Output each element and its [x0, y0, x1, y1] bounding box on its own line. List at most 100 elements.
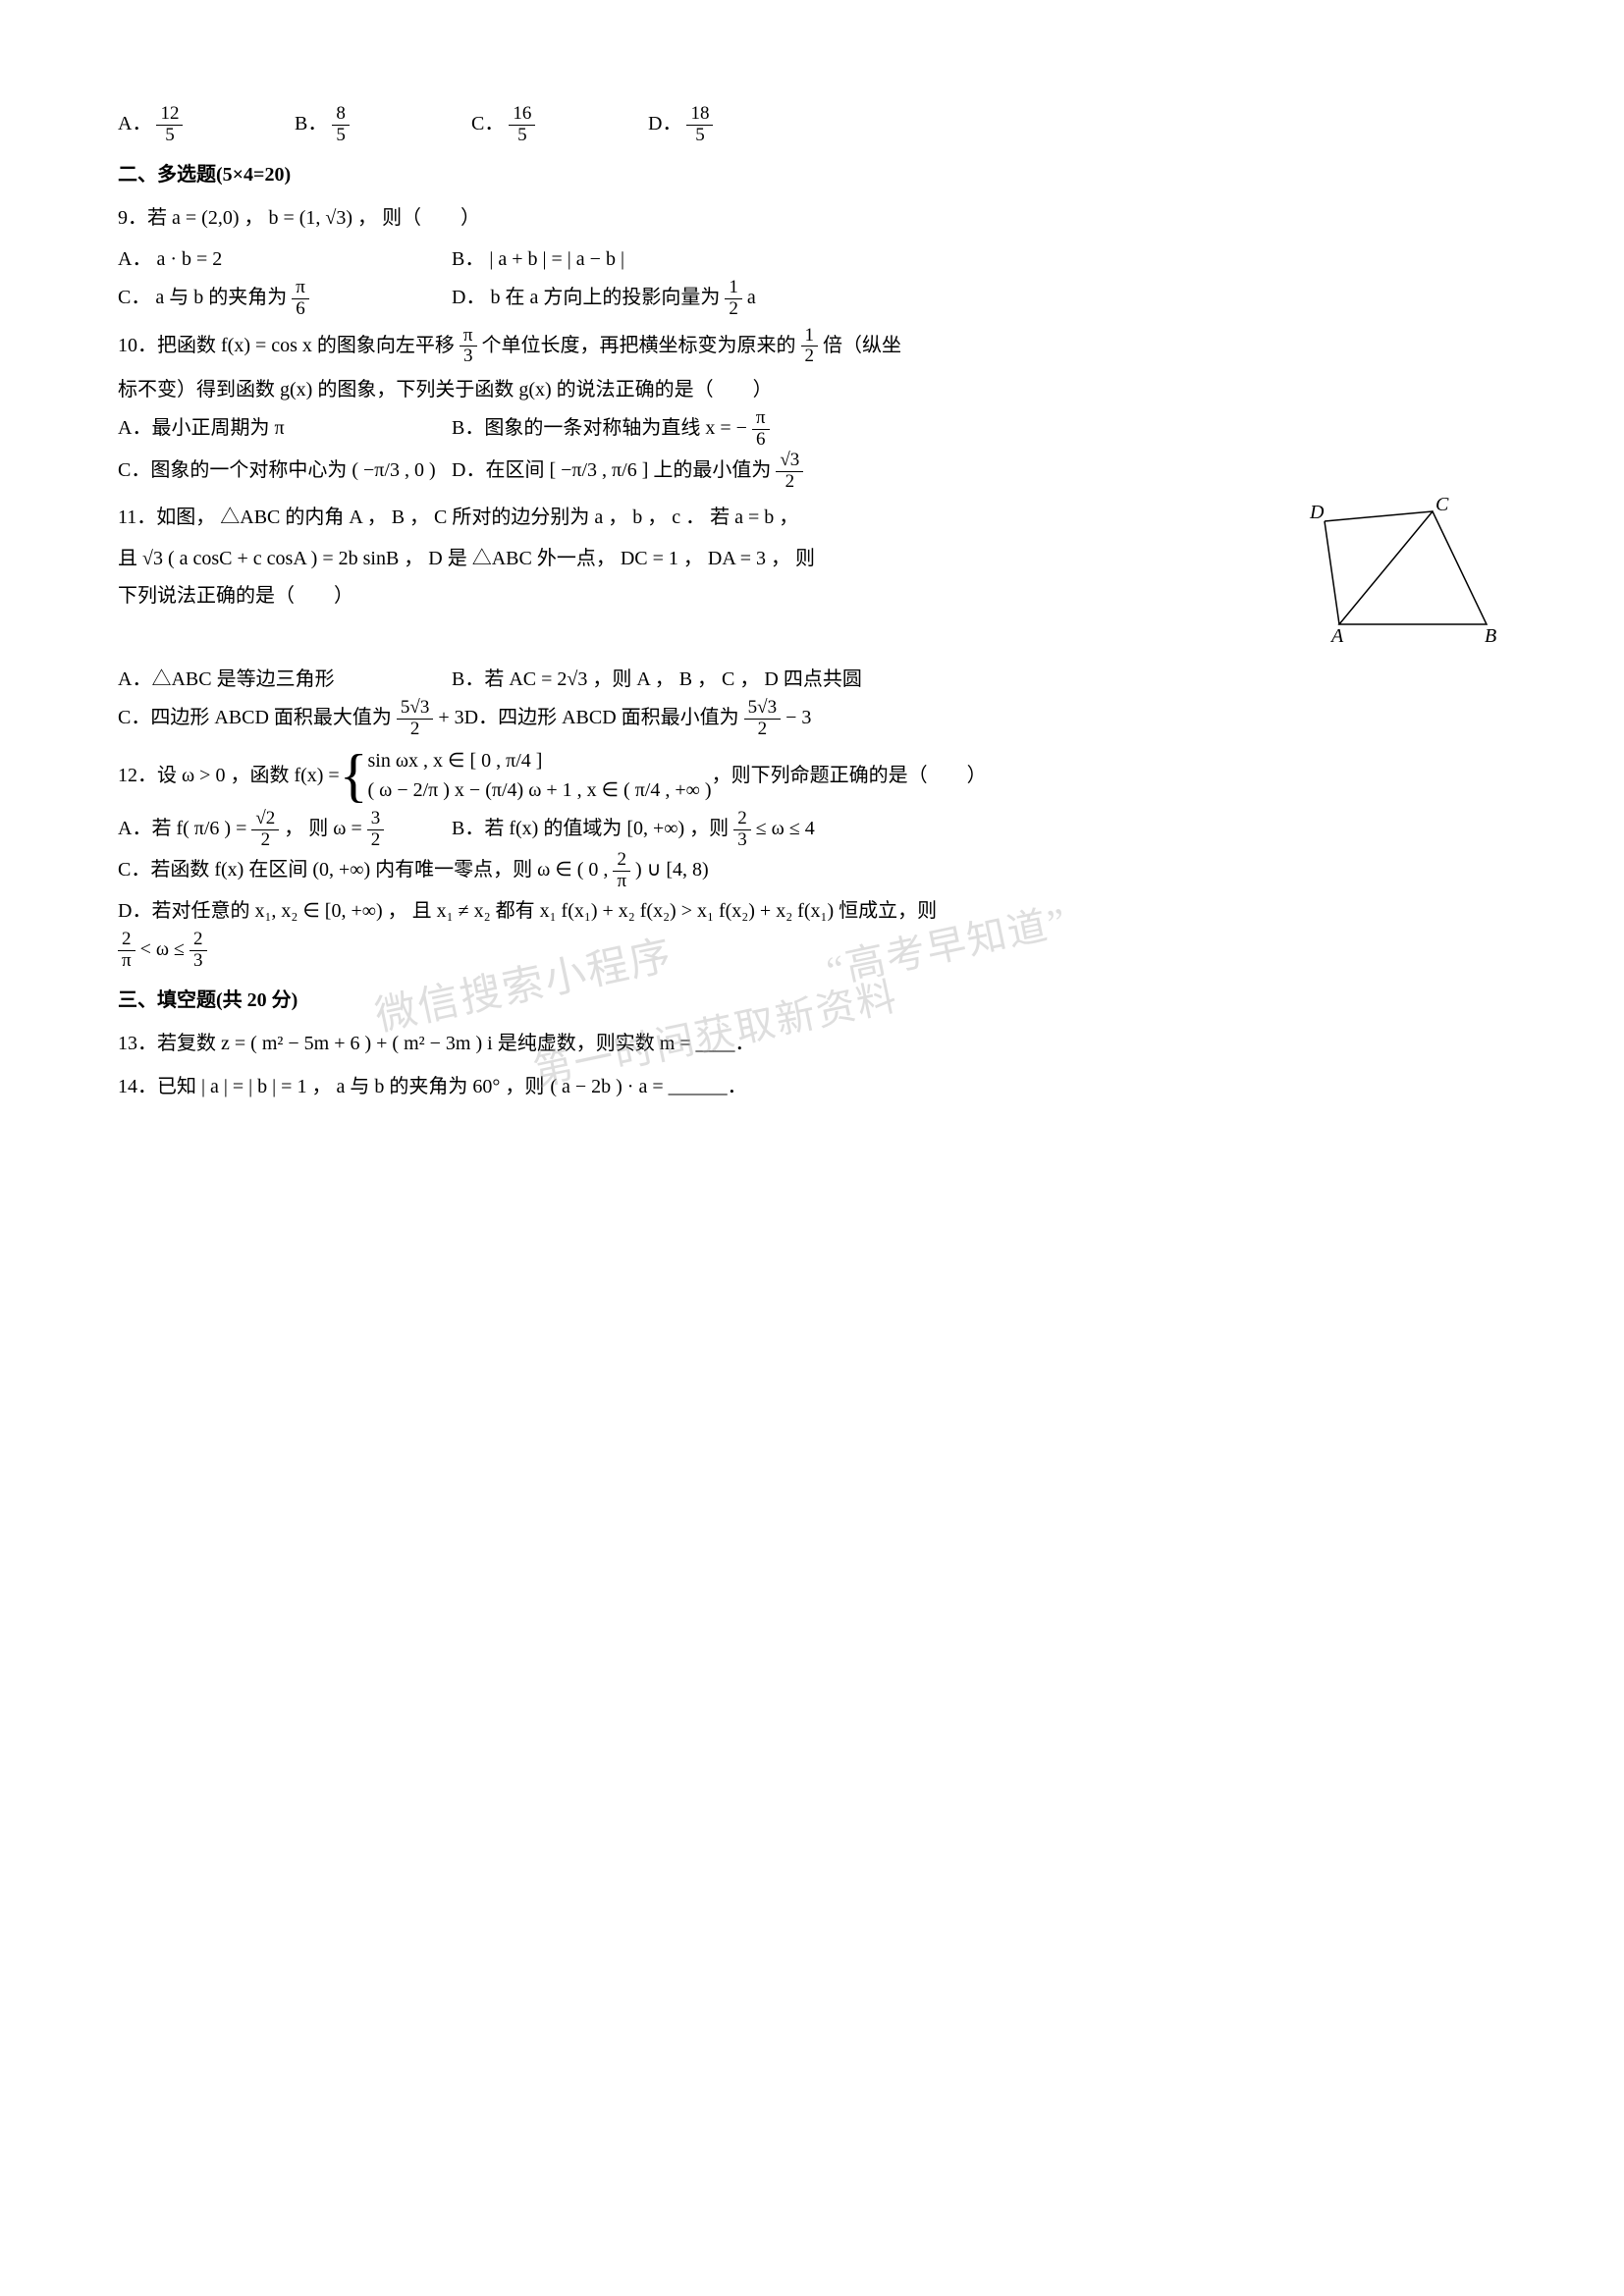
q10-1c: 倍（纵坐 [823, 335, 901, 356]
q12-piece1: sin ωx , x ∈ [ 0 , π/4 ] [368, 746, 712, 775]
q11-row-1: A．△ABC 是等边三角形 B．若 AC = 2√3 ，则 A ， B ， C … [118, 661, 1506, 698]
denominator: 3 [189, 951, 207, 972]
q12-A-prefix: A．若 f( π/6 ) = [118, 818, 251, 839]
q8-opt-A: A． 12 5 [118, 104, 295, 146]
q12-C-prefix: C．若函数 f(x) 在区间 (0, +∞) 内有唯一零点，则 ω ∈ ( 0 … [118, 859, 613, 881]
q13: 13．若复数 z = ( m² − 5m + 6 ) + ( m² − 3m )… [118, 1025, 1506, 1062]
opt-label: A． [118, 113, 151, 134]
piecewise: sin ωx , x ∈ [ 0 , π/4 ] ( ω − 2/π ) x −… [364, 746, 712, 805]
q14-a: 14．已知 | a | = | b | = 1 ， a 与 b 的夹角为 60°… [118, 1068, 544, 1105]
q12-stem-a: 12．设 ω > 0 ，函数 f(x) = [118, 757, 340, 794]
fraction: 1 2 [801, 326, 819, 368]
fraction: 8 5 [332, 104, 350, 146]
q8-options: A． 12 5 B． 8 5 C． 16 5 D． 18 5 [118, 104, 1506, 146]
denominator: 6 [752, 430, 770, 451]
denominator: 2 [397, 720, 433, 740]
q8-opt-C: C． 16 5 [471, 104, 648, 146]
q9-D-suffix: a [747, 287, 756, 308]
numerator: 18 [686, 104, 713, 126]
opt-label: C． [471, 113, 504, 134]
q10-line1: 10．把函数 f(x) = cos x 的图象向左平移 π 3 个单位长度，再把… [118, 326, 1506, 368]
denominator: 2 [367, 830, 385, 851]
q12-B-prefix: B．若 f(x) 的值域为 [0, +∞) ，则 [452, 818, 733, 839]
q9-opt-D: D． b 在 a 方向上的投影向量为 1 2 a [452, 278, 785, 320]
q12-piece2: ( ω − 2/π ) x − (π/4) ω + 1 , x ∈ ( π/4 … [368, 775, 712, 805]
q9-a-eq: a = (2,0) ， [172, 207, 263, 229]
numerator: 1 [725, 278, 742, 299]
denominator: 2 [776, 472, 803, 493]
q10-line2: 标不变）得到函数 g(x) 的图象，下列关于函数 g(x) 的说法正确的是（ ） [118, 371, 1506, 408]
fraction: π 6 [292, 278, 309, 320]
q10-opt-A: A．最小正周期为 π [118, 409, 452, 447]
numerator: 5√3 [744, 698, 781, 720]
numerator: √2 [251, 809, 279, 830]
q9-prefix: 9．若 [118, 207, 167, 229]
denominator: π [118, 951, 135, 972]
q12-opt-C: C．若函数 f(x) 在区间 (0, +∞) 内有唯一零点，则 ω ∈ ( 0 … [118, 850, 1506, 892]
fraction: 18 5 [686, 104, 713, 146]
q11-line3: 下列说法正确的是（ ） [118, 577, 1506, 614]
q10-C-prefix: C．图象的一个对称中心为 [118, 459, 347, 481]
q14: 14．已知 | a | = | b | = 1 ， a 与 b 的夹角为 60°… [118, 1068, 1506, 1105]
q12-row-AB: A．若 f( π/6 ) = √2 2 ， 则 ω = 3 2 B．若 f(x)… [118, 809, 1506, 851]
denominator: 5 [332, 126, 350, 146]
denominator: π [613, 872, 630, 892]
q9-suffix: 则（ ） [382, 207, 480, 229]
q9-C-prefix: C． a 与 b 的夹角为 [118, 287, 287, 308]
q12-B-suffix: ≤ ω ≤ 4 [756, 818, 815, 839]
numerator: √3 [776, 451, 803, 472]
opt-label: B． [295, 113, 327, 134]
q12-D-mid: < ω ≤ [140, 938, 189, 960]
q9-opt-A: A． a · b = 2 [118, 240, 452, 278]
q12-opt-D-line1: D．若对任意的 x₁, x₂ ∈ [0, +∞) ， 且 x₁ ≠ x₂ 都有 … [118, 892, 1506, 930]
denominator: 5 [156, 126, 183, 146]
q10-D-prefix: D．在区间 [452, 459, 544, 481]
denominator: 3 [733, 830, 751, 851]
opt-label: D． [648, 113, 681, 134]
page: 微信搜索小程序 “高考早知道” 第一时间获取新资料 A． 12 5 B． 8 5… [118, 104, 1506, 1105]
q11-row-2: C．四边形 ABCD 面积最大值为 5√3 2 + 3 D．四边形 ABCD 面… [118, 698, 1506, 740]
fraction: 5√3 2 [744, 698, 781, 740]
numerator: 2 [118, 930, 135, 951]
q10-B-prefix: B．图象的一条对称轴为直线 x = − [452, 417, 747, 439]
q10-row-1: A．最小正周期为 π B．图象的一条对称轴为直线 x = − π 6 [118, 408, 1506, 451]
numerator: 2 [613, 850, 630, 872]
q11-line1: 11．如图， △ABC 的内角 A ， B ， C 所对的边分别为 a ， b … [118, 499, 1506, 536]
section-3-title: 三、填空题(共 20 分) [118, 982, 1506, 1019]
denominator: 2 [251, 830, 279, 851]
fraction: 5√3 2 [397, 698, 433, 740]
q11-D-suffix: − 3 [785, 707, 811, 728]
q11-opt-C: C．四边形 ABCD 面积最大值为 5√3 2 + 3 [118, 698, 464, 740]
q9-opt-C: C． a 与 b 的夹角为 π 6 [118, 278, 452, 320]
q12-A-mid: ， 则 ω = [284, 818, 366, 839]
q12-stem: 12．设 ω > 0 ，函数 f(x) = { sin ωx , x ∈ [ 0… [118, 746, 1506, 805]
q9-D-prefix: D． b 在 a 方向上的投影向量为 [452, 287, 720, 308]
fraction: 2 3 [733, 809, 751, 851]
q11-opt-A: A．△ABC 是等边三角形 [118, 661, 452, 698]
q11-C-suffix: + 3 [438, 707, 463, 728]
q11-opt-D: D．四边形 ABCD 面积最小值为 5√3 2 − 3 [464, 698, 812, 740]
q9-b-eq: b = (1, √3) ， [268, 207, 377, 229]
fig-label-A: A [1329, 625, 1344, 647]
denominator: 6 [292, 299, 309, 320]
fraction: 1 2 [725, 278, 742, 320]
numerator: 8 [332, 104, 350, 126]
q8-opt-B: B． 8 5 [295, 104, 471, 146]
q14-b: ( a − 2b ) · a = ______． [550, 1068, 746, 1105]
q9-opt-B: B． | a + b | = | a − b | [452, 240, 785, 278]
q12-stem-b: ，则下列命题正确的是（ ） [712, 757, 987, 794]
q10-C-body: ( −π/3 , 0 ) [352, 459, 435, 481]
numerator: 1 [801, 326, 819, 347]
q11-D-prefix: D．四边形 ABCD 面积最小值为 [464, 707, 739, 728]
denominator: 5 [509, 126, 535, 146]
denominator: 2 [744, 720, 781, 740]
fraction: √3 2 [776, 451, 803, 493]
q10-D-mid: 上的最小值为 [653, 459, 771, 481]
denominator: 5 [686, 126, 713, 146]
fraction: √2 2 [251, 809, 279, 851]
numerator: 16 [509, 104, 535, 126]
q12-opt-B: B．若 f(x) 的值域为 [0, +∞) ，则 2 3 ≤ ω ≤ 4 [452, 809, 815, 851]
triangle-diagram-icon: A B C D [1300, 497, 1506, 644]
fraction: 3 2 [367, 809, 385, 851]
q9-row-1: A． a · b = 2 B． | a + b | = | a − b | [118, 240, 1506, 278]
